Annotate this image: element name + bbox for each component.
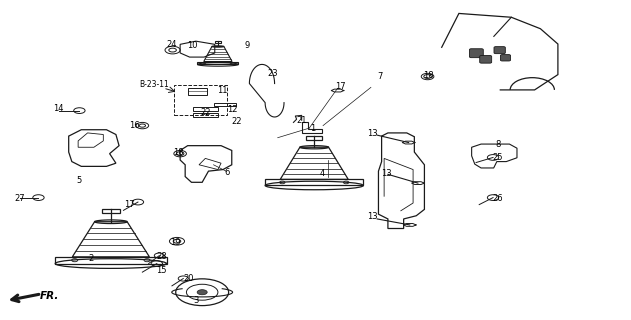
- Text: 27: 27: [15, 194, 25, 204]
- Text: 13: 13: [367, 212, 377, 221]
- Text: 20: 20: [183, 274, 194, 283]
- Text: 4: 4: [319, 169, 324, 178]
- Text: 22: 22: [200, 108, 211, 117]
- Circle shape: [197, 290, 207, 295]
- Text: B-23-11: B-23-11: [139, 80, 169, 89]
- Text: 13: 13: [380, 169, 391, 178]
- Text: 16: 16: [129, 121, 139, 130]
- FancyBboxPatch shape: [500, 55, 510, 61]
- Text: 24: 24: [167, 40, 177, 49]
- Text: 18: 18: [173, 148, 184, 157]
- Text: 21: 21: [297, 116, 307, 125]
- Text: 25: 25: [493, 153, 504, 162]
- Text: 1: 1: [310, 124, 315, 132]
- Text: 11: 11: [217, 86, 228, 95]
- Text: 12: 12: [227, 105, 238, 114]
- Text: 13: 13: [367, 129, 377, 138]
- Text: 9: 9: [245, 41, 250, 51]
- FancyBboxPatch shape: [469, 49, 483, 58]
- Text: FR.: FR.: [40, 292, 59, 301]
- Text: 14: 14: [54, 104, 64, 113]
- Text: 23: 23: [268, 69, 278, 78]
- Text: 22: 22: [232, 117, 242, 126]
- Text: 8: 8: [495, 140, 501, 149]
- Text: 3: 3: [193, 296, 199, 305]
- Text: 5: 5: [77, 176, 82, 185]
- Text: 15: 15: [156, 266, 167, 276]
- Text: 7: 7: [377, 72, 382, 81]
- Text: 18: 18: [423, 71, 434, 80]
- Text: 26: 26: [493, 194, 504, 204]
- FancyBboxPatch shape: [480, 55, 492, 63]
- Text: 17: 17: [124, 200, 135, 209]
- Text: 10: 10: [187, 41, 198, 51]
- Text: 19: 19: [170, 238, 181, 247]
- Text: 2: 2: [88, 254, 93, 263]
- Text: 17: 17: [335, 82, 346, 91]
- FancyBboxPatch shape: [494, 47, 505, 54]
- Text: 28: 28: [156, 252, 167, 261]
- Text: 6: 6: [225, 168, 230, 177]
